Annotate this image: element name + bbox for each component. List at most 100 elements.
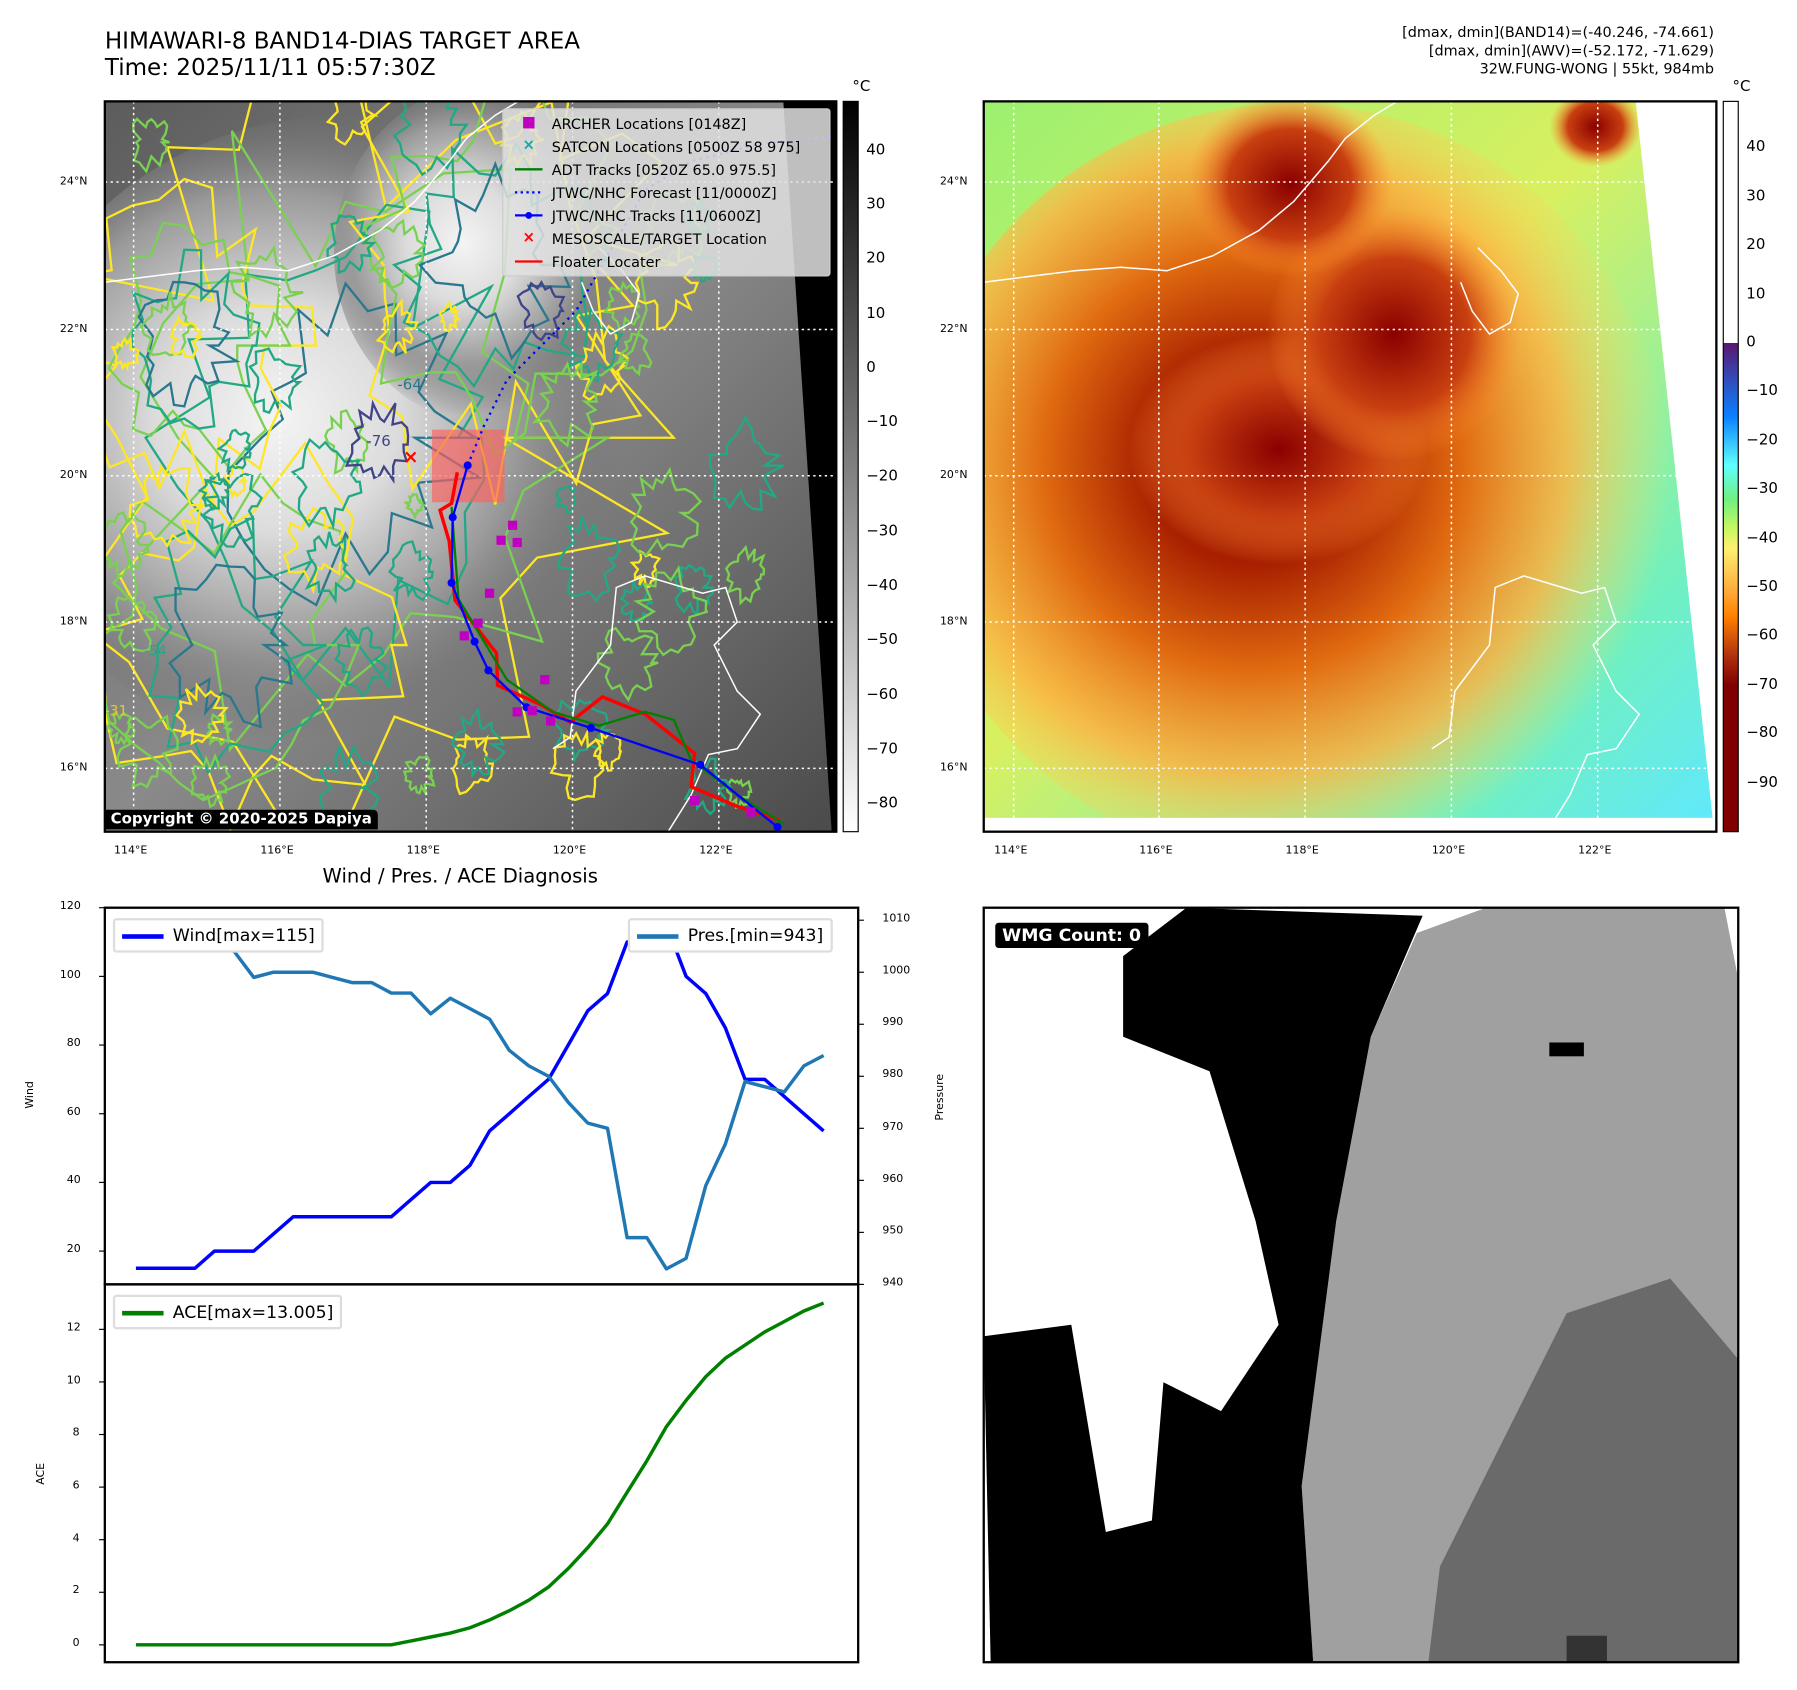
contour-line [200, 472, 264, 548]
contour-line [334, 626, 389, 698]
contour-line [203, 712, 234, 747]
ace-axis-label: ACE [34, 1462, 48, 1485]
contour-line [290, 437, 363, 531]
wind-tick-label: 80 [66, 1036, 81, 1050]
pressure-tick-label: 940 [882, 1276, 904, 1289]
band14-unit: °C [852, 78, 871, 96]
info-awv: [dmax, dmin](AWV)=(-52.172, -71.629) [1428, 41, 1715, 59]
contour-line [229, 244, 304, 340]
band14-colorbar-tick: −60 [866, 686, 898, 704]
contour-line [168, 563, 293, 729]
lon-label: 122°E [1578, 844, 1612, 858]
jtwc-track-point [484, 666, 493, 675]
archer-location [540, 675, 550, 685]
awv-unit: °C [1732, 78, 1751, 96]
contour-line [724, 544, 766, 606]
lat-label: 18°N [939, 615, 968, 628]
contour-line [106, 710, 136, 746]
band14-colorbar [842, 100, 859, 833]
jtwc-track-point [773, 823, 782, 832]
jtwc-track-point [470, 637, 479, 646]
wind-tick-label: 100 [59, 968, 81, 981]
coastline [1459, 247, 1520, 336]
wind-tick-label: 120 [59, 899, 81, 913]
coastline [1431, 575, 1641, 832]
contour-line [137, 280, 241, 408]
pressure-tick-label: 950 [882, 1224, 904, 1237]
legend-label: ARCHER Locations [0148Z] [551, 115, 747, 133]
ace-tick-label: 0 [72, 1636, 80, 1650]
legend-item: Floater Locater [503, 250, 829, 273]
awv-colorbar-tick: −40 [1746, 529, 1778, 547]
lon-label: 116°E [260, 844, 294, 858]
jtwc-track-point [586, 723, 595, 733]
contour-label: -76 [366, 432, 390, 450]
legend-item: ADT Tracks [0520Z 65.0 975.5] [503, 158, 829, 181]
pressure-tick-label: 1000 [882, 964, 911, 977]
ace-tick-label: 2 [72, 1584, 80, 1597]
lat-label: 18°N [59, 615, 88, 628]
lon-label: 114°E [114, 844, 148, 858]
wmg-panel [983, 907, 1739, 1663]
awv-colorbar-tick: 30 [1746, 187, 1766, 205]
band14-colorbar-tick: 20 [866, 250, 886, 268]
contour-line [224, 464, 248, 500]
lat-label: 22°N [939, 322, 968, 336]
contour-line [617, 332, 653, 376]
lat-label: 20°N [939, 468, 968, 482]
contour-line [450, 707, 507, 779]
archer-location [459, 631, 469, 641]
lat-label: 24°N [59, 175, 88, 188]
wind-tick-label: 60 [66, 1105, 81, 1119]
legend-label: JTWC/NHC Forecast [11/0000Z] [551, 184, 777, 202]
ace-legend: ACE[max=13.005] [112, 1294, 343, 1330]
legend-item: JTWC/NHC Forecast [11/0000Z] [503, 181, 829, 204]
wmg-count-label: WMG Count: 0 [995, 922, 1148, 949]
wind-legend-label: Wind[max=115] [172, 924, 315, 946]
band14-colorbar-tick: −40 [866, 577, 898, 595]
contour-line [326, 214, 377, 275]
jtwc-track-point [448, 513, 457, 522]
contour-line [130, 248, 261, 430]
ace-tick-label: 6 [72, 1479, 80, 1492]
ace-tick-label: 10 [66, 1373, 81, 1387]
awv-colorbar-tick: 40 [1746, 138, 1766, 156]
archer-location [690, 795, 700, 806]
pressure-legend: Pres.[min=943] [627, 918, 833, 953]
pressure-line [134, 924, 825, 1271]
awv-colorbar-tick: −20 [1746, 431, 1778, 449]
ace-legend-label: ACE[max=13.005] [172, 1301, 334, 1323]
time-line: Time: 2025/11/11 05:57:30Z [104, 52, 436, 81]
archer-location [473, 618, 483, 628]
wind-line [135, 923, 825, 1270]
band14-colorbar-tick: 30 [866, 195, 886, 213]
contour-line [629, 549, 662, 589]
coastline [552, 575, 762, 832]
contour-line [438, 300, 462, 333]
jtwc-track-point [463, 461, 472, 470]
awv-colorbar-tick: −60 [1746, 627, 1778, 645]
coastlines [983, 101, 1641, 832]
legend-marker-icon [514, 252, 543, 270]
awv-colorbar-tick: −90 [1746, 773, 1778, 791]
lon-label: 114°E [994, 844, 1028, 858]
info-block: [dmax, dmin](BAND14)=(-40.246, -74.661) … [1402, 23, 1714, 78]
contour-line [344, 399, 410, 484]
wmg-patch [1566, 1635, 1607, 1663]
contour-label: -54 [144, 643, 167, 659]
ace-axes-frame [103, 1283, 860, 1664]
contour-line [367, 218, 427, 290]
lat-label: 22°N [59, 322, 88, 336]
wind-pressure-chart [99, 907, 864, 1285]
awv-colorbar-tick: −80 [1746, 724, 1778, 743]
contour-line [324, 409, 372, 475]
ace-chart [99, 1301, 825, 1647]
wmg-region-dark [1428, 1278, 1739, 1663]
lat-label: 16°N [59, 761, 88, 775]
contour-line [197, 471, 232, 511]
awv-colorbar-tick: 10 [1746, 285, 1766, 303]
contour-line [304, 531, 356, 604]
no-data-region [783, 101, 837, 832]
archer-locations [459, 520, 756, 817]
